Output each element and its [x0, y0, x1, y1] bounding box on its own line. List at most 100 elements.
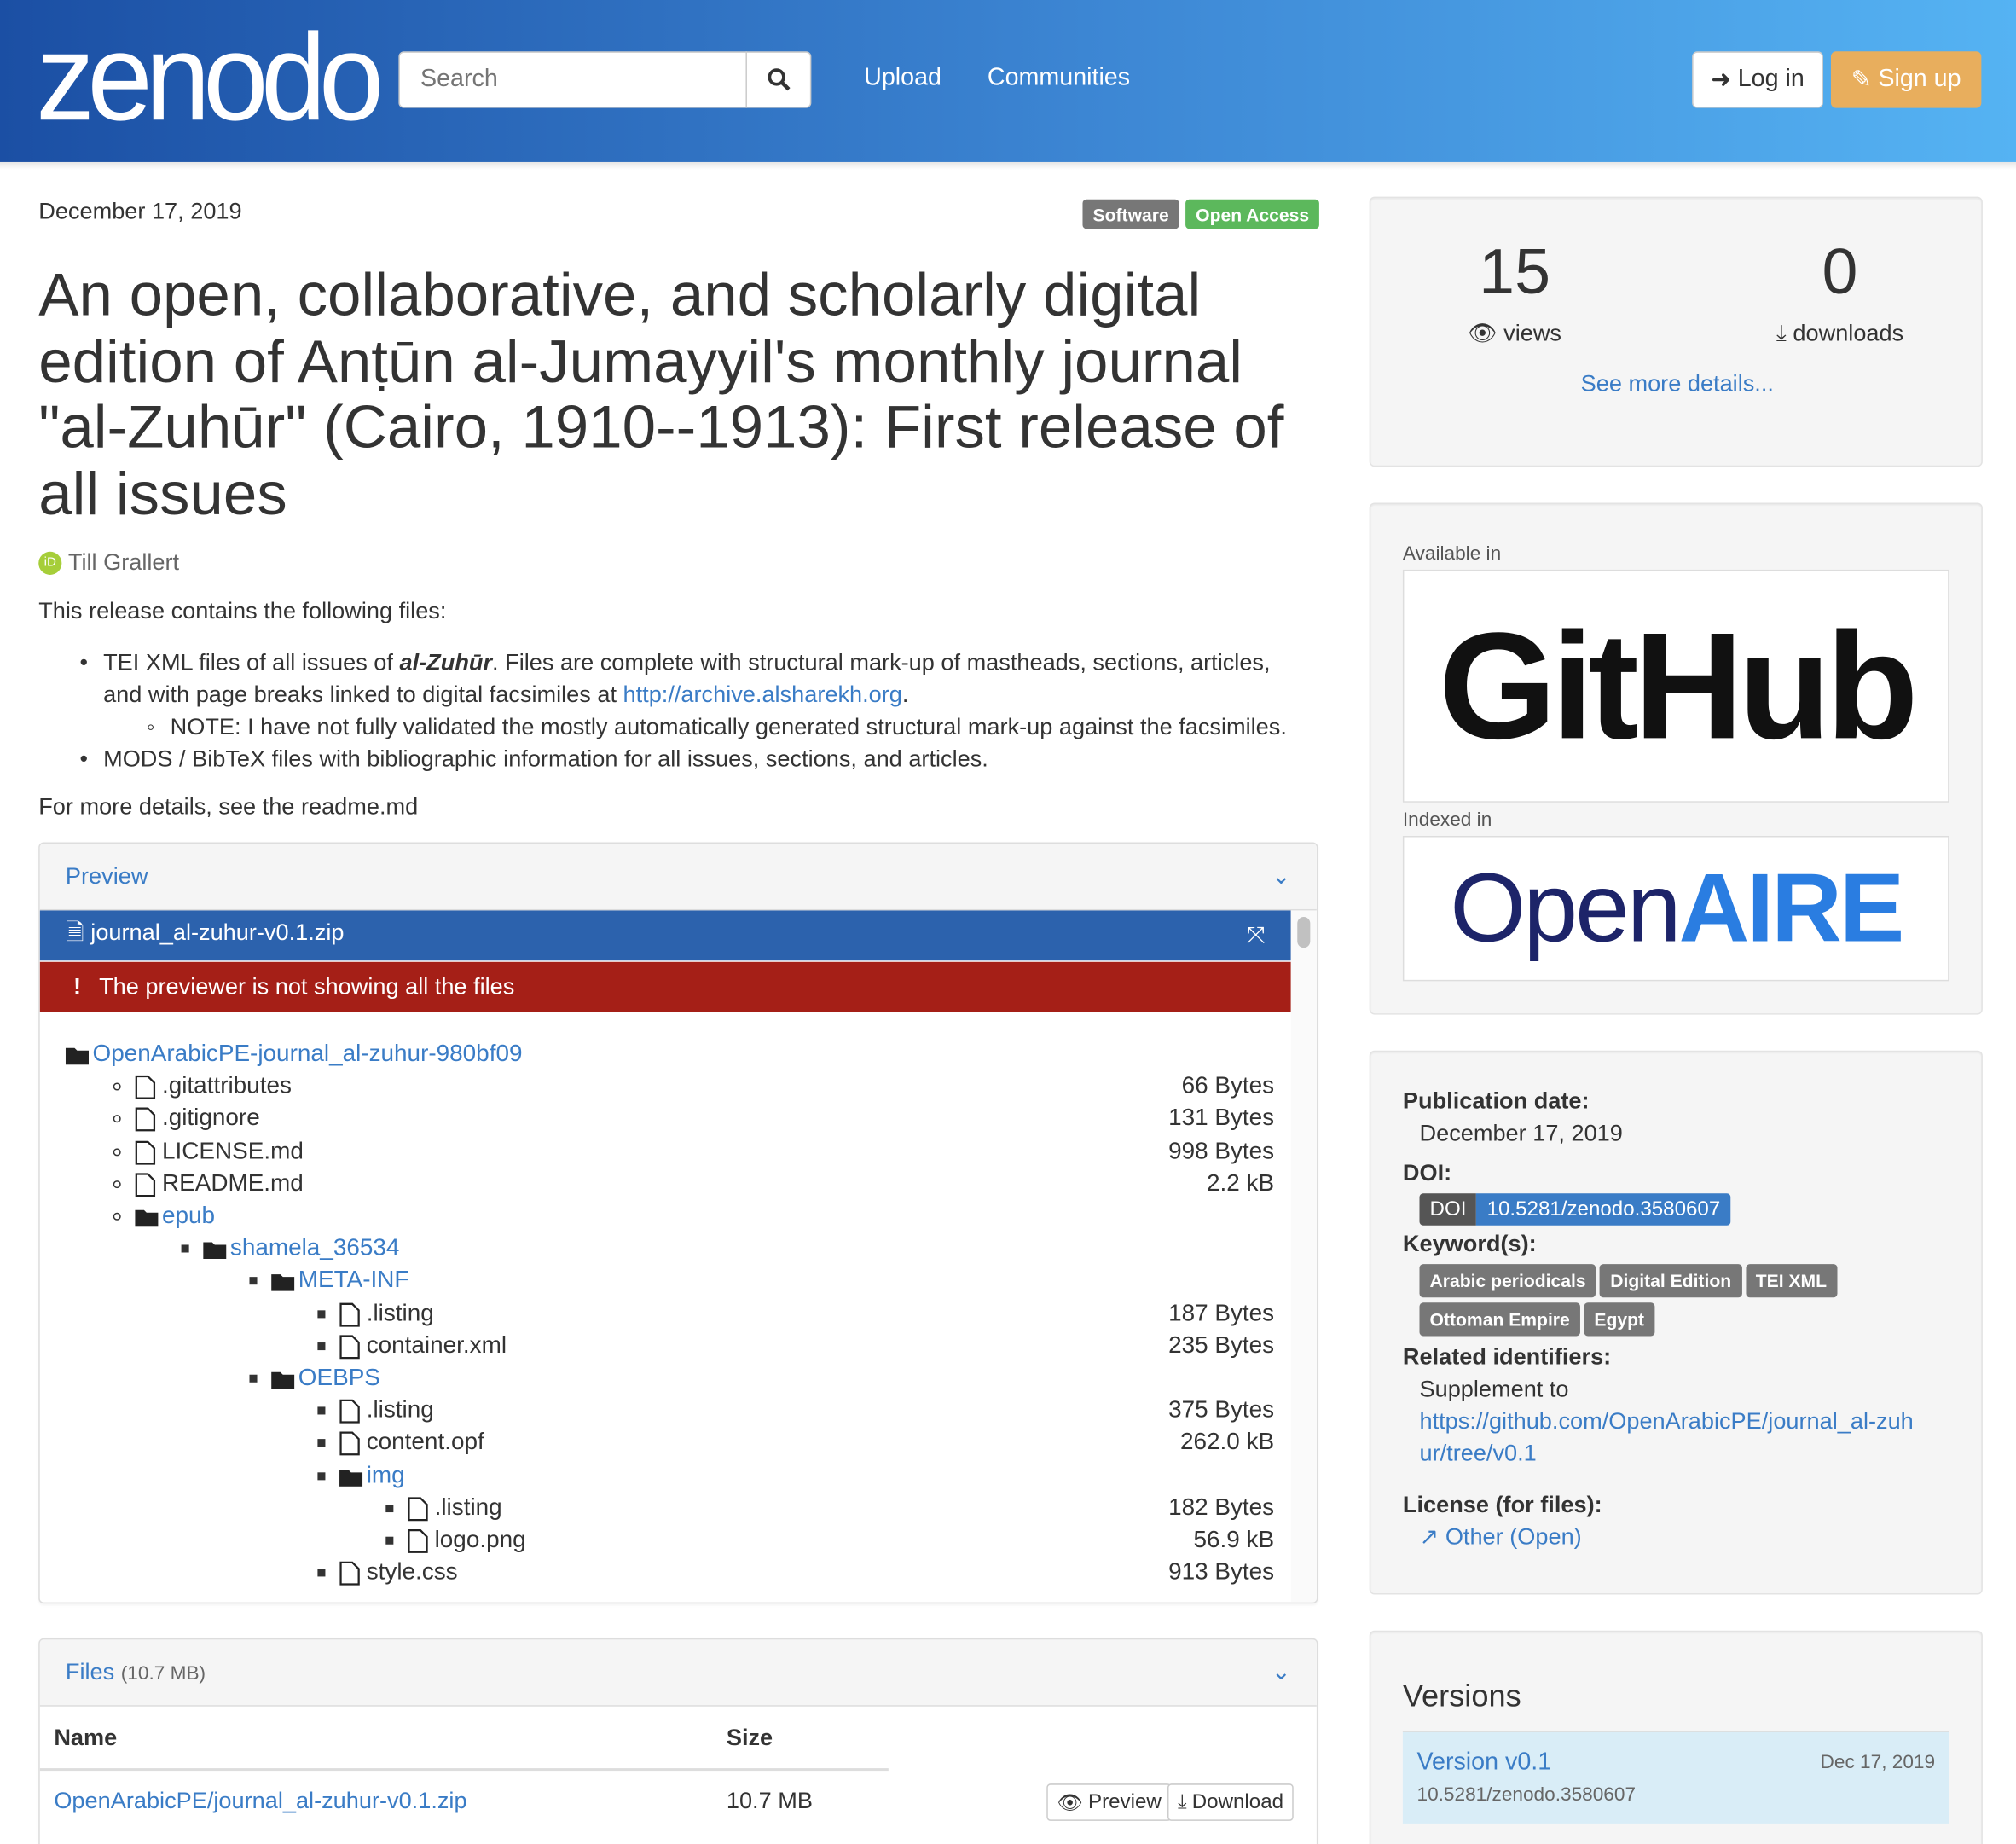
login-button[interactable]: ➜ Log in: [1692, 51, 1823, 108]
bullet-1: TEI XML files of all issues of al-Zuhūr.…: [103, 649, 1271, 708]
download-icon: ⤓: [1178, 1790, 1187, 1813]
search-input[interactable]: [398, 51, 747, 108]
record-date: December 17, 2019: [38, 198, 242, 224]
tree-item-size: 182 Bytes: [1168, 1493, 1275, 1520]
bullet: [181, 1244, 189, 1253]
keyword-badge[interactable]: Ottoman Empire: [1419, 1302, 1580, 1337]
files-header[interactable]: Files (10.7 MB) ⌄: [39, 1639, 1317, 1707]
keywords: Arabic periodicals Digital Edition TEI XML…: [1403, 1264, 1866, 1341]
license-label: License (for files):: [1402, 1491, 1602, 1518]
file-icon: [135, 1173, 156, 1203]
version-date: Dec 17, 2019: [1820, 1751, 1936, 1774]
versions-title: Versions: [1402, 1679, 1521, 1714]
download-icon: ⤓: [1776, 320, 1787, 346]
tree-file: .gitattributes 66 Bytes: [66, 1071, 1274, 1104]
files-title[interactable]: Files: [65, 1658, 115, 1685]
tree-folder[interactable]: OEBPS: [66, 1363, 1274, 1395]
fullscreen-icon[interactable]: ⤧: [1246, 922, 1266, 948]
tree-item-size: 131 Bytes: [1168, 1104, 1275, 1131]
tree-item-name[interactable]: OpenArabicPE-journal_al-zuhur-980bf09: [92, 1039, 523, 1066]
github-logo[interactable]: GitHub: [1402, 569, 1949, 803]
preview-scrollbar[interactable]: [1290, 910, 1317, 1603]
file-icon: [135, 1140, 156, 1171]
file-icon: [135, 1076, 156, 1106]
file-icon: [408, 1497, 428, 1528]
tree-item-name[interactable]: epub: [161, 1201, 216, 1228]
nav-upload[interactable]: Upload: [864, 64, 941, 92]
header: zenodo Upload Communities ➜Log in ✎Sign …: [0, 0, 2016, 162]
note: NOTE: I have not fully validated the mos…: [170, 713, 1287, 739]
tree-item-size: 235 Bytes: [1168, 1331, 1275, 1358]
nav-communities[interactable]: Communities: [987, 64, 1131, 92]
chevron-down-icon[interactable]: ⌄: [1271, 1658, 1291, 1685]
search-button[interactable]: [745, 51, 812, 108]
description-list: • TEI XML files of all issues of al-Zuhūr…: [79, 647, 1301, 775]
bullet: [385, 1536, 394, 1545]
orcid-icon: iD: [38, 551, 62, 575]
preview-file-name: journal_al-zuhur-v0.1.zip: [90, 919, 345, 945]
keyword-badge[interactable]: Egypt: [1584, 1302, 1655, 1337]
folder-icon: [135, 1205, 159, 1233]
tree-item-name[interactable]: OEBPS: [298, 1363, 380, 1390]
preview-header[interactable]: Preview ⌄: [39, 844, 1317, 911]
keyword-badge[interactable]: Arabic periodicals: [1419, 1264, 1596, 1298]
tree-folder[interactable]: META-INF: [66, 1266, 1274, 1298]
file-icon: [339, 1562, 360, 1592]
version-link[interactable]: Version v0.1: [1416, 1748, 1552, 1777]
tree-folder[interactable]: shamela_36534: [66, 1233, 1274, 1266]
zenodo-logo[interactable]: zenodo: [36, 9, 384, 147]
signup-button[interactable]: ✎ Sign up: [1830, 51, 1982, 108]
doi-badge[interactable]: DOI 10.5281/zenodo.3580607: [1403, 1192, 1949, 1226]
tree-item-size: 262.0 kB: [1180, 1428, 1275, 1455]
openaire-logo[interactable]: Open AIRE: [1402, 836, 1949, 982]
bullet-2: MODS / BibTeX files with bibliographic i…: [103, 745, 988, 772]
bullet: [249, 1374, 258, 1383]
file-download-button[interactable]: ⤓ Download: [1167, 1783, 1295, 1821]
tree-file: .gitignore 131 Bytes: [66, 1104, 1274, 1136]
related-label: Related identifiers:: [1402, 1343, 1612, 1370]
bullet: [113, 1212, 121, 1221]
tree-item-size: 187 Bytes: [1168, 1298, 1275, 1325]
bullet: [249, 1277, 258, 1285]
downloads-count: 0: [1822, 235, 1858, 308]
tree-item-name: LICENSE.md: [161, 1136, 304, 1163]
version-item[interactable]: Version v0.1 Dec 17, 2019 10.5281/zenodo…: [1402, 1731, 1949, 1824]
tree-item-size: 66 Bytes: [1181, 1071, 1275, 1099]
tree-item-name[interactable]: META-INF: [298, 1266, 409, 1293]
preview-title[interactable]: Preview: [65, 862, 148, 889]
available-label: Available in: [1402, 542, 1502, 565]
file-preview-button[interactable]: 👁 Preview: [1046, 1783, 1172, 1821]
preview-warning: ! The previewer is not showing all the fi…: [39, 961, 1291, 1012]
tree-item-name: .gitignore: [161, 1104, 260, 1131]
chevron-down-icon[interactable]: ⌄: [1271, 862, 1291, 889]
keyword-badge[interactable]: Digital Edition: [1600, 1264, 1742, 1298]
files-panel: Files (10.7 MB) ⌄ Name Size OpenArabicPE/…: [38, 1638, 1318, 1844]
warning-text: The previewer is not showing all the fil…: [99, 973, 515, 1000]
files-size: (10.7 MB): [120, 1662, 206, 1685]
tree-folder[interactable]: img: [66, 1460, 1274, 1493]
file-icon: [339, 1400, 360, 1430]
tree-folder[interactable]: epub: [66, 1201, 1274, 1233]
scrollbar-thumb[interactable]: [1297, 916, 1311, 948]
sign-in-icon: ➜: [1711, 66, 1732, 94]
license-link[interactable]: ↗ Other (Open): [1419, 1523, 1582, 1550]
available-box: Available in GitHub Indexed in Open AIRE: [1369, 502, 1983, 1015]
see-more-details-link[interactable]: See more details...: [1580, 370, 1774, 397]
related-link[interactable]: https://github.com/OpenArabicPE/journal_…: [1419, 1407, 1914, 1466]
tree-folder[interactable]: OpenArabicPE-journal_al-zuhur-980bf09: [65, 1039, 1274, 1071]
archive-link[interactable]: http://archive.alsharekh.org: [623, 681, 902, 708]
badge-open-access: Open Access: [1185, 199, 1320, 229]
indexed-label: Indexed in: [1402, 809, 1492, 831]
bullet: [113, 1082, 121, 1091]
bullet: [113, 1115, 121, 1123]
col-name: Name: [54, 1724, 118, 1750]
preview-file-bar: 🗎 journal_al-zuhur-v0.1.zip ⤧: [39, 910, 1291, 961]
file-link[interactable]: OpenArabicPE/journal_al-zuhur-v0.1.zip: [54, 1787, 467, 1813]
search-icon: [767, 68, 790, 91]
tree-item-name[interactable]: img: [366, 1460, 405, 1487]
author[interactable]: iD Till Grallert: [38, 549, 179, 577]
warning-icon: !: [72, 973, 81, 1000]
tree-item-name[interactable]: shamela_36534: [229, 1233, 400, 1261]
keyword-badge[interactable]: TEI XML: [1745, 1264, 1838, 1298]
eye-icon: 👁: [1468, 320, 1498, 346]
